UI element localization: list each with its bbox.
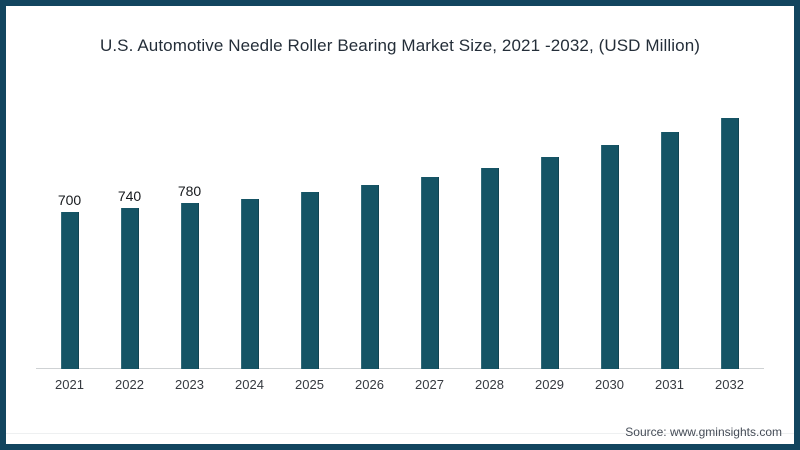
bar-2021: [60, 212, 79, 369]
bar-2031: [660, 132, 679, 369]
x-tick-label-2028: 2028: [475, 377, 504, 392]
bar-2023: [180, 203, 199, 369]
bar-2032: [720, 117, 739, 369]
bar-2024: [240, 198, 259, 369]
x-tick-label-2030: 2030: [595, 377, 624, 392]
bar-2028: [480, 168, 499, 369]
bar-2027: [420, 177, 439, 369]
x-axis-baseline: [36, 368, 764, 369]
bar-value-label-2021: 700: [57, 192, 82, 208]
bar-2029: [540, 156, 559, 369]
bar-value-label-2022: 740: [117, 187, 142, 204]
bar-2025: [300, 192, 319, 369]
chart-title: U.S. Automotive Needle Roller Bearing Ma…: [99, 36, 701, 55]
footer-divider: [6, 433, 794, 434]
bar-2030: [600, 145, 619, 369]
x-tick-label-2024: 2024: [235, 377, 264, 392]
x-tick-label-2029: 2029: [535, 377, 564, 392]
x-tick-label-2032: 2032: [715, 377, 744, 392]
x-tick-label-2022: 2022: [115, 377, 144, 392]
x-tick-label-2027: 2027: [415, 377, 444, 392]
x-tick-label-2021: 2021: [55, 377, 84, 392]
bar-value-label-2023: 780: [177, 183, 202, 199]
bar-2022: [120, 207, 139, 369]
source-attribution: Source: www.gminsights.com: [625, 425, 782, 439]
bar-2026: [360, 185, 379, 369]
x-tick-label-2031: 2031: [655, 377, 684, 392]
x-tick-label-2023: 2023: [175, 377, 204, 392]
x-tick-label-2025: 2025: [295, 377, 324, 392]
x-tick-label-2026: 2026: [355, 377, 384, 392]
